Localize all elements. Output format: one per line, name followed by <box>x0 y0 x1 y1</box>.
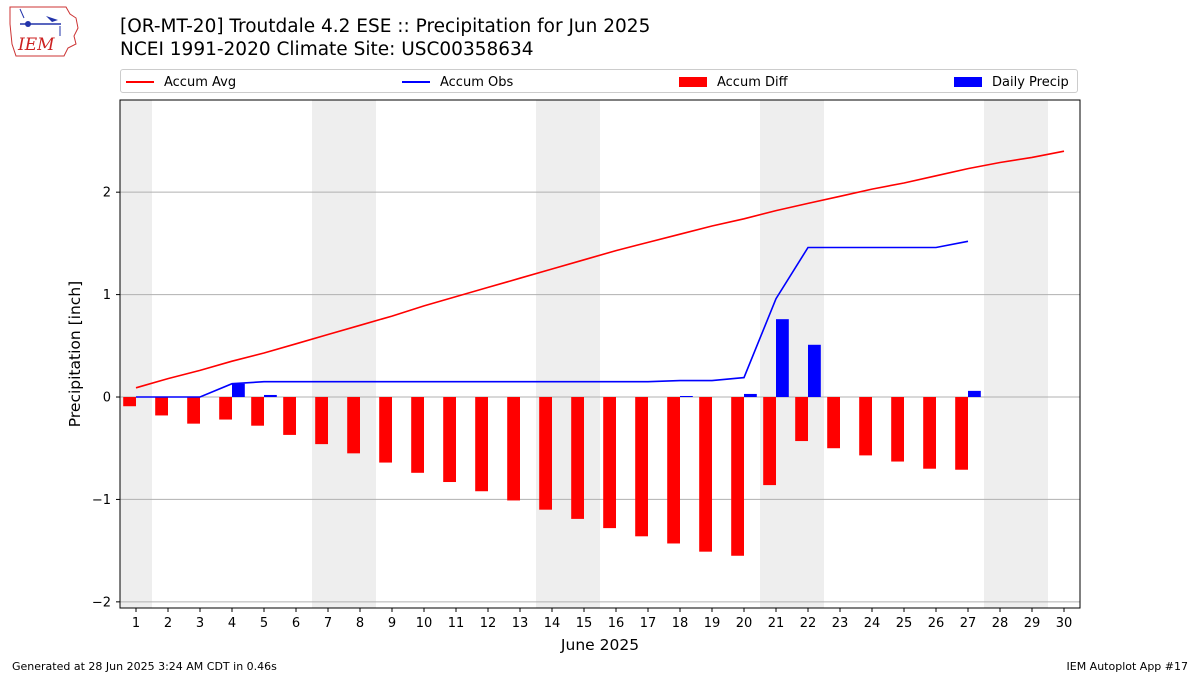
daily-precip-bar <box>744 393 757 398</box>
legend-label: Accum Obs <box>440 74 514 90</box>
x-tick-label: 20 <box>736 616 753 631</box>
daily-precip-bar <box>232 383 245 398</box>
x-tick-label: 24 <box>864 616 881 631</box>
weekend-band <box>984 100 1048 608</box>
accum-diff-bar <box>219 397 232 420</box>
accum-diff-bar <box>603 397 616 529</box>
accum-diff-bar <box>955 397 968 470</box>
x-tick-label: 29 <box>1024 616 1041 631</box>
x-tick-label: 5 <box>260 616 268 631</box>
legend: Accum Avg Accum Obs Accum Diff Daily Pre… <box>120 69 1078 93</box>
x-tick-label: 2 <box>164 616 172 631</box>
accum-diff-bar <box>923 397 936 469</box>
legend-swatch <box>402 81 430 83</box>
accum-diff-bar <box>731 397 744 556</box>
x-tick-label: 28 <box>992 616 1009 631</box>
x-tick-label: 7 <box>324 616 332 631</box>
x-tick-label: 9 <box>388 616 396 631</box>
series-group <box>123 150 1065 556</box>
app-footer: IEM Autoplot App #17 <box>1066 660 1189 673</box>
accum-diff-bar <box>795 397 808 442</box>
chart-subtitle: NCEI 1991-2020 Climate Site: USC00358634 <box>120 39 534 60</box>
x-tick-label: 19 <box>704 616 721 631</box>
x-tick-label: 14 <box>544 616 561 631</box>
daily-precip-bar <box>264 394 277 398</box>
y-tick-label: −2 <box>92 595 111 610</box>
accum-diff-bar <box>283 397 296 435</box>
accum-diff-bar <box>635 397 648 537</box>
accum-diff-bar <box>859 397 872 456</box>
y-tick-label: 0 <box>103 391 111 406</box>
weekend-band <box>536 100 600 608</box>
chart-title: [OR-MT-20] Troutdale 4.2 ESE :: Precipit… <box>120 16 651 37</box>
x-axis-label: June 2025 <box>560 636 639 654</box>
accum-diff-bar <box>827 397 840 449</box>
accum-obs-line <box>136 240 969 398</box>
accum-diff-bar <box>699 397 712 552</box>
x-tick-label: 16 <box>608 616 625 631</box>
accum-diff-bar <box>187 397 200 424</box>
accum-diff-bar <box>539 397 552 510</box>
legend-swatch <box>954 77 982 87</box>
logo-text: IEM <box>17 35 55 55</box>
accum-diff-bar <box>379 397 392 463</box>
legend-swatch <box>679 77 707 87</box>
y-tick-label: −1 <box>92 493 111 508</box>
accum-diff-bar <box>315 397 328 445</box>
accum-diff-bar <box>411 397 424 473</box>
x-tick-label: 25 <box>896 616 913 631</box>
legend-item-daily-precip: Daily Precip <box>954 73 1069 91</box>
generated-footer: Generated at 28 Jun 2025 3:24 AM CDT in … <box>12 660 277 673</box>
accum-diff-bar <box>443 397 456 483</box>
daily-precip-bar <box>968 390 981 398</box>
accum-diff-bar <box>123 397 136 407</box>
legend-label: Daily Precip <box>992 74 1069 90</box>
daily-precip-bar <box>808 344 821 398</box>
x-tick-label: 22 <box>800 616 817 631</box>
x-tick-label: 18 <box>672 616 689 631</box>
daily-precip-bar <box>680 395 693 398</box>
legend-label: Accum Diff <box>717 74 788 90</box>
daily-precip-bar <box>776 319 789 398</box>
x-tick-label: 11 <box>448 616 465 631</box>
iem-logo: IEM <box>9 6 79 57</box>
x-tick-label: 4 <box>228 616 236 631</box>
y-tick-label: 2 <box>103 186 111 201</box>
accum-diff-bar <box>891 397 904 462</box>
x-tick-label: 10 <box>416 616 433 631</box>
x-tick-label: 13 <box>512 616 529 631</box>
legend-item-accum-diff: Accum Diff <box>679 73 788 91</box>
legend-label: Accum Avg <box>164 74 237 90</box>
x-tick-label: 17 <box>640 616 657 631</box>
weekend-band <box>312 100 376 608</box>
accum-diff-bar <box>667 397 680 544</box>
x-tick-label: 30 <box>1056 616 1073 631</box>
y-tick-label: 1 <box>103 288 111 303</box>
x-tick-label: 26 <box>928 616 945 631</box>
accum-diff-bar <box>155 397 168 416</box>
legend-swatch <box>126 81 154 83</box>
x-tick-label: 21 <box>768 616 785 631</box>
x-tick-label: 23 <box>832 616 849 631</box>
accum-diff-bar <box>571 397 584 519</box>
x-tick-label: 3 <box>196 616 204 631</box>
accum-diff-bar <box>763 397 776 486</box>
y-axis-label: Precipitation [inch] <box>66 281 84 427</box>
accum-diff-bar <box>507 397 520 501</box>
x-tick-label: 1 <box>132 616 140 631</box>
accum-diff-bar <box>475 397 488 492</box>
accum-diff-bar <box>347 397 360 454</box>
x-tick-label: 12 <box>480 616 497 631</box>
x-tick-label: 27 <box>960 616 977 631</box>
weekend-band <box>120 100 152 608</box>
x-tick-label: 8 <box>356 616 364 631</box>
accum-diff-bar <box>251 397 264 426</box>
x-tick-label: 15 <box>576 616 593 631</box>
legend-item-accum-avg: Accum Avg <box>126 73 236 91</box>
plot-frame <box>119 99 1081 609</box>
legend-item-accum-obs: Accum Obs <box>402 73 513 91</box>
accum-avg-line <box>135 150 1065 389</box>
x-tick-label: 6 <box>292 616 300 631</box>
